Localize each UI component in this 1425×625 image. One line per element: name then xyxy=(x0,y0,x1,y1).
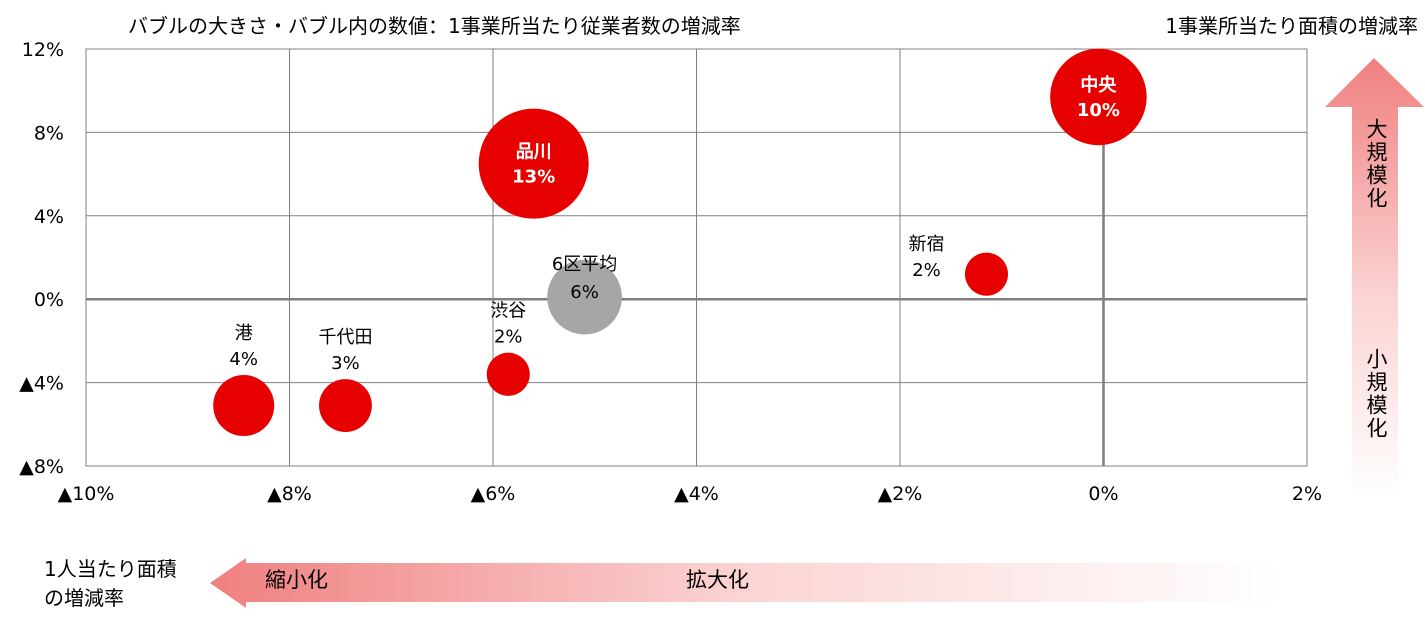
bubble-value-label: 4% xyxy=(229,349,258,370)
y-axis-title: 1事業所当たり面積の増減率 xyxy=(1165,14,1418,38)
bubble-name-label: 6区平均 xyxy=(552,254,617,275)
bubble-value-label: 10% xyxy=(1077,100,1120,121)
x-tick-label: ▲4% xyxy=(674,483,719,505)
y-tick-label: 0% xyxy=(34,289,64,311)
bubble-name-label: 新宿 xyxy=(908,234,944,255)
y-tick-label: 12% xyxy=(22,39,64,61)
bubble-name-label: 千代田 xyxy=(318,327,372,348)
bubbles: 中央 10% 品川 13% 新宿 2% 6区平均 6% 渋谷 2% 千代田 3% 港 4% xyxy=(213,48,1147,437)
arrow-label-shrink: 縮小化 xyxy=(265,568,328,592)
arrow-label-expand: 拡大化 xyxy=(686,568,749,592)
arrow-label-small-scale: 小規模化 xyxy=(1364,348,1388,440)
bubble-value-label: 3% xyxy=(331,353,360,374)
bubble-value-label: 2% xyxy=(494,327,523,348)
y-tick-label: 4% xyxy=(34,206,64,228)
bubble-6 xyxy=(213,375,275,437)
bubble-name-label: 港 xyxy=(235,323,253,344)
left-arrow-icon xyxy=(210,558,1282,608)
bubble-value-label: 2% xyxy=(912,260,941,281)
bubble-name-label: 渋谷 xyxy=(490,301,526,322)
tick-labels: ▲10% ▲8% ▲6% ▲4% ▲2% 0% 2% ▲8% ▲4% 0% 4% 8% 12% xyxy=(19,39,1322,505)
y-tick-label: ▲8% xyxy=(19,456,64,478)
bubble-0 xyxy=(1050,48,1147,146)
bubble-name-label: 品川 xyxy=(516,142,552,163)
bubble-name-label: 中央 xyxy=(1080,74,1117,96)
bubble-4 xyxy=(486,352,530,396)
bubble-3 xyxy=(547,259,622,335)
arrow-label-large-scale: 大規模化 xyxy=(1364,118,1388,210)
x-axis-title-line1: 1人当たり面積 xyxy=(44,557,177,581)
x-tick-label: 0% xyxy=(1088,483,1118,505)
bubble-value-label: 13% xyxy=(512,167,555,188)
x-tick-label: ▲6% xyxy=(471,483,516,505)
y-tick-label: 8% xyxy=(34,122,64,144)
bubble-5 xyxy=(319,379,372,432)
up-arrow-icon xyxy=(1325,58,1424,500)
x-tick-label: ▲2% xyxy=(878,483,923,505)
x-tick-label: ▲8% xyxy=(267,483,312,505)
bubble-1 xyxy=(478,108,589,219)
chart-title: バブルの大きさ・バブル内の数値：1事業所当たり従業者数の増減率 xyxy=(128,14,741,38)
x-tick-label: ▲10% xyxy=(58,483,115,505)
bubble-2 xyxy=(964,252,1009,296)
x-axis-title-line2: の増減率 xyxy=(44,586,124,610)
y-tick-label: ▲4% xyxy=(19,373,64,395)
bubble-value-label: 6% xyxy=(570,282,599,303)
x-tick-label: 2% xyxy=(1292,483,1322,505)
